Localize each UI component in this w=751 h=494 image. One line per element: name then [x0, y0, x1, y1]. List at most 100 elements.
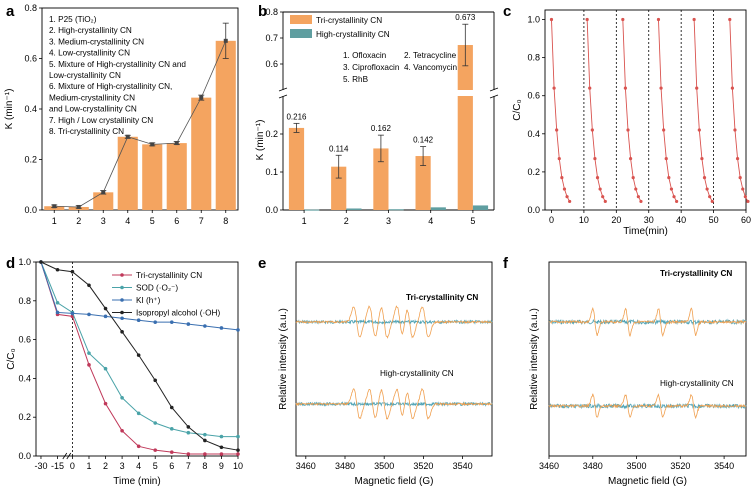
panel-c-point [560, 176, 564, 180]
panel-d-point [186, 452, 191, 456]
panel-a-xtick-label: 3 [101, 216, 106, 226]
panel-d-legend-marker [120, 273, 124, 277]
panel-f-xtick-label: 3480 [583, 461, 603, 471]
panel-a-legend-item: 4. Low-crystallinity CN [49, 49, 130, 58]
panel-a-bar [166, 143, 187, 210]
panel-c-point [746, 199, 750, 204]
panel-b-ytick-label: 0.1 [265, 167, 278, 177]
panel-b-break-mark [278, 87, 288, 92]
panel-c-point [705, 187, 709, 191]
panel-d-point [169, 320, 174, 324]
panel-b-ytick-label: 0.2 [265, 129, 278, 139]
panel-d-legend-label: Isopropyl alcohol (·OH) [136, 309, 220, 318]
panel-a-point [174, 141, 179, 146]
panel-b-legend-label-high: High-crystallinity CN [316, 30, 390, 39]
panel-b-bar-tri [288, 127, 305, 210]
panel-c-ylabel: C/C₀ [512, 99, 523, 120]
panel-d-point [103, 366, 108, 371]
panel-c-point [598, 187, 602, 191]
panel-b-note: 5. RhB [343, 75, 369, 84]
panel-d-point [186, 425, 191, 429]
panel-c-point [557, 156, 561, 161]
panel-c-point [601, 195, 605, 199]
panel-b-bar-high [388, 209, 404, 211]
panel-d-xtick-label: -30 [34, 461, 47, 471]
panel-b-legend-swatch-high [290, 29, 312, 38]
panel-d-point [169, 405, 174, 410]
panel-c-point [662, 128, 666, 132]
panel-c-ytick-label: 0.8 [527, 53, 540, 63]
panel-c-xtick-label: 50 [709, 215, 719, 225]
panel-d-point [236, 448, 240, 452]
panel-c-frame [544, 9, 747, 211]
panel-b-xtick-label: 2 [344, 216, 349, 226]
panel-b-legend-swatch-tri [290, 15, 312, 24]
panel-c-point [741, 187, 745, 191]
panel-c-point [593, 156, 597, 161]
panel-a-xtick-label: 6 [174, 216, 179, 226]
panel-d-point [103, 314, 108, 319]
panel-d-xtick-label: 5 [153, 461, 158, 471]
panel-d-point [87, 312, 91, 317]
panel-d-point [236, 328, 240, 332]
panel-d-ytick-label: 0.4 [18, 373, 31, 383]
panel-c-cycle-line [693, 19, 713, 202]
panel-b-bar-high [430, 207, 446, 210]
panel-d-ytick-label: 0.8 [18, 296, 31, 306]
panel-d-ytick-label: 1.0 [18, 257, 31, 267]
panel-a-xtick-label: 8 [223, 216, 228, 226]
panel-d-point [219, 445, 224, 450]
panel-a-ytick-label: 0.0 [24, 205, 37, 215]
panel-a-point [150, 142, 155, 147]
panel-c-point [664, 156, 668, 161]
panel-e-high-trace [295, 387, 493, 420]
panel-b-note: 4. Vancomycin [404, 63, 458, 72]
panel-e-xtick-label: 3500 [374, 461, 394, 471]
panel-d-point [55, 310, 60, 315]
panel-a-ylabel: K (min⁻¹) [4, 89, 15, 130]
panel-d-point [136, 353, 141, 357]
panel-d-point [55, 300, 60, 305]
panel-f-frame [548, 261, 747, 457]
panel-c-point [623, 86, 628, 90]
panel-c-cycle-line [622, 19, 642, 202]
panel-d-point [136, 411, 141, 416]
panel-b-bar-tri-upper [457, 45, 473, 90]
panel-a-point [52, 204, 57, 209]
panel-label-b: b [258, 3, 267, 20]
panel-b-break-mark [278, 94, 288, 99]
panel-c-point [590, 128, 594, 132]
panel-d-point [120, 428, 124, 433]
panel-c-point [634, 187, 638, 191]
panel-d-point [203, 432, 207, 437]
panel-d-point [153, 378, 158, 383]
panel-d-point [169, 427, 174, 431]
panel-a-ytick-label: 0.4 [24, 104, 37, 114]
panel-f-xtick-label: 3460 [539, 461, 559, 471]
panel-d-point [120, 330, 124, 334]
panel-b-xtick-label: 3 [386, 216, 391, 226]
panel-f-xlabel: Magnetic field (G) [608, 476, 687, 487]
panel-d-xtick-label: 4 [136, 461, 141, 471]
panel-e-tri-trace [295, 305, 493, 339]
panel-b-legend-label-tri: Tri-crystallinity CN [316, 16, 382, 25]
panel-b-bar-tri [415, 156, 431, 210]
panel-b-xtick-label: 4 [428, 216, 433, 226]
panel-d-point [120, 316, 124, 321]
panel-a-legend-item: Medium-crystallinity CN [49, 93, 135, 102]
panel-d-point [153, 421, 158, 425]
panel-d-frame [35, 261, 239, 457]
panel-c-ytick-label: 0.2 [527, 167, 540, 177]
panel-d-legend-label: Tri-crystallinity CN [136, 271, 202, 280]
panel-a-point [223, 38, 228, 43]
panel-b-chart: 0.6 0.7 0.8 0.0 0.1 0.2K (min⁻¹) 0.216 1 0.114 2 0… [255, 7, 499, 226]
panel-c-point [568, 199, 572, 204]
panel-c-cycle-line [658, 19, 678, 202]
panel-c-xtick-label: 0 [549, 215, 554, 225]
panel-c-xtick-label: 40 [676, 215, 686, 225]
panel-d-point [186, 430, 191, 435]
panel-d-xtick-label: 6 [169, 461, 174, 471]
panel-c-point [710, 199, 714, 204]
panel-d-xtick-label: 9 [219, 461, 224, 471]
panel-a-legend-item: 1. P25 (TiO₂) [49, 15, 97, 24]
